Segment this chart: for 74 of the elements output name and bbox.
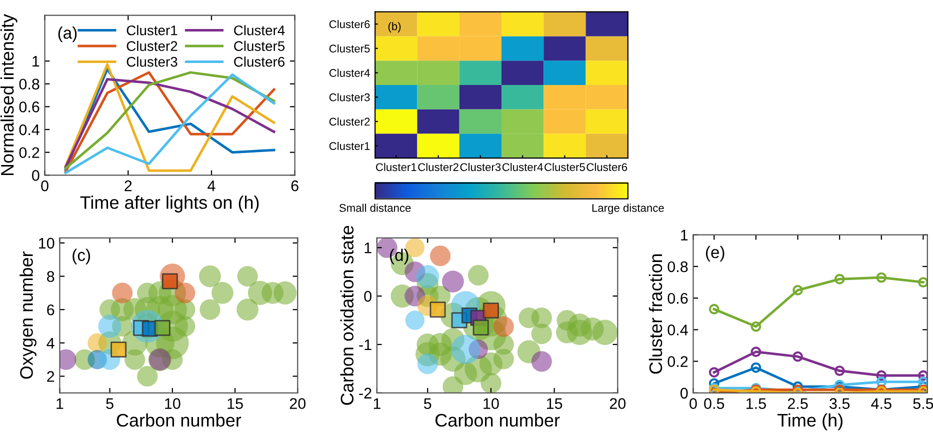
- y-tick-label: Cluster6: [329, 20, 370, 28]
- x-tick-label: 5.5: [913, 398, 933, 409]
- x-tick-label: 4.5: [871, 398, 892, 409]
- x-tick-label: Cluster6: [586, 162, 628, 172]
- x-tick-label: 2: [124, 180, 132, 192]
- y-tick-label: 10: [39, 238, 54, 249]
- legend-label: Cluster6: [234, 56, 284, 67]
- x-axis-title: Carbon number: [435, 413, 560, 427]
- y-tick-label: Cluster1: [329, 142, 370, 150]
- y-tick-label: Cluster3: [329, 93, 370, 102]
- y-axis-title: Normalised intensity: [0, 14, 18, 176]
- y-tick-label: 6: [47, 304, 54, 316]
- y-tick-label: 0.8: [668, 261, 688, 272]
- annotation: (d): [390, 248, 408, 264]
- annotation: (a): [58, 26, 77, 42]
- y-tick-label: 0.6: [19, 102, 40, 112]
- x-axis-title: Time after lights on (h): [80, 196, 259, 212]
- y-tick-label: 0: [364, 290, 372, 302]
- x-tick-label: 1.5: [746, 398, 766, 409]
- x-tick-label: 4: [208, 180, 216, 192]
- legend-label: Cluster4: [234, 25, 285, 36]
- y-tick-label: Cluster5: [329, 44, 370, 53]
- y-tick-label: 0.2: [19, 147, 40, 158]
- y-axis-title: Cluster fraction: [648, 254, 662, 374]
- x-tick-label: 20: [290, 398, 306, 409]
- color-bar-label: Large distance: [592, 204, 664, 214]
- y-tick-label: Cluster4: [329, 68, 370, 77]
- y-tick-label: 0.4: [668, 324, 688, 336]
- x-tick-label: 0: [690, 398, 697, 409]
- y-tick-label: 4: [46, 338, 54, 348]
- y-tick-label: 1: [32, 56, 40, 67]
- x-tick-label: 5: [106, 398, 114, 409]
- y-tick-label: Cluster2: [329, 117, 370, 126]
- x-tick-label: 2.5: [788, 398, 808, 409]
- x-tick-label: 1: [56, 398, 64, 409]
- y-tick-label: 1: [364, 242, 372, 254]
- y-tick-label: 0: [680, 388, 688, 399]
- x-tick-label: Cluster3: [460, 162, 501, 172]
- y-tick-label: 0: [32, 170, 40, 181]
- x-tick-label: 3.5: [830, 398, 850, 409]
- x-tick-label: 1: [374, 398, 380, 409]
- y-tick-label: 2: [47, 371, 54, 382]
- legend-label: Cluster3: [126, 56, 178, 67]
- annotation: (c): [72, 248, 90, 264]
- y-tick-label: -1: [359, 340, 372, 350]
- y-axis-title: Carbon oxidation state: [340, 226, 354, 405]
- x-tick-label: 15: [546, 398, 562, 409]
- x-tick-label: Cluster5: [544, 162, 585, 172]
- x-tick-label: 15: [228, 398, 243, 409]
- x-tick-label: 10: [484, 398, 499, 409]
- x-tick-label: 6: [291, 180, 298, 192]
- x-tick-label: 0.5: [704, 398, 724, 409]
- x-tick-label: 20: [610, 398, 626, 409]
- color-bar-label: Small distance: [339, 204, 411, 212]
- x-tick-label: Cluster2: [418, 162, 458, 172]
- legend-label: Cluster5: [234, 40, 285, 52]
- y-tick-label: 0.6: [668, 292, 688, 304]
- x-tick-label: 5: [424, 398, 432, 409]
- y-tick-label: 0.8: [19, 78, 40, 90]
- legend-label: Cluster2: [126, 40, 178, 52]
- y-tick-label: 0.4: [19, 124, 40, 136]
- annotation: (b): [388, 22, 401, 32]
- y-tick-label: -2: [359, 388, 372, 398]
- x-tick-label: Cluster4: [502, 162, 543, 172]
- y-tick-label: 8: [47, 271, 54, 282]
- x-axis-title: Carbon number: [116, 413, 242, 427]
- y-axis-title: Oxygen number: [20, 251, 36, 379]
- legend-label: Cluster1: [126, 25, 178, 36]
- x-axis-title: Time (h): [777, 413, 842, 430]
- y-tick-label: 1: [681, 230, 688, 240]
- x-tick-label: Cluster1: [376, 162, 416, 172]
- y-tick-label: 0.2: [668, 356, 688, 367]
- x-tick-label: 10: [165, 398, 180, 409]
- annotation: (e): [706, 246, 724, 262]
